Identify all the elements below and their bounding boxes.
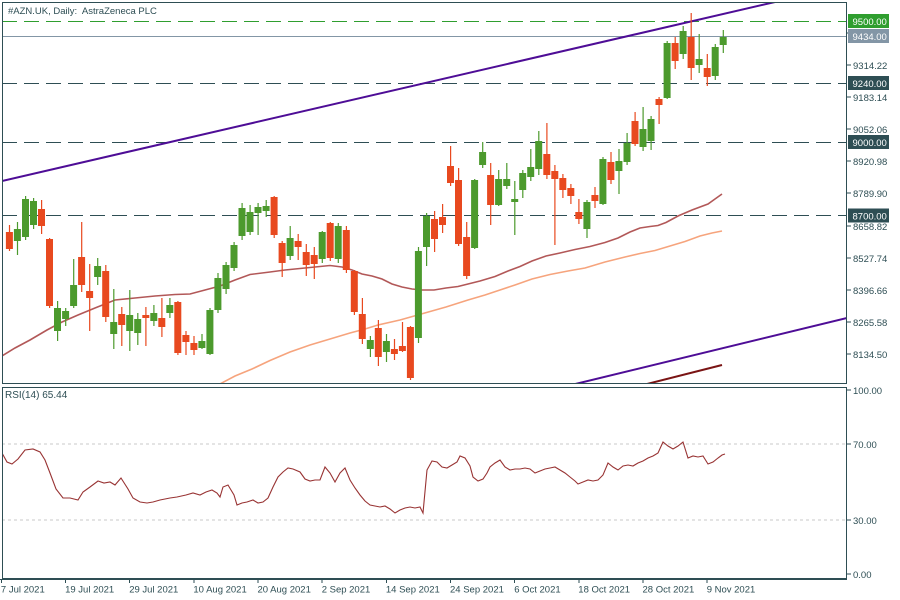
svg-text:9314.22: 9314.22	[853, 61, 887, 72]
svg-text:6 Oct 2021: 6 Oct 2021	[514, 585, 560, 596]
svg-text:9240.00: 9240.00	[853, 79, 887, 90]
svg-text:14 Sep 2021: 14 Sep 2021	[386, 585, 440, 596]
svg-text:7 Jul 2021: 7 Jul 2021	[1, 585, 45, 596]
svg-text:28 Oct 2021: 28 Oct 2021	[643, 585, 695, 596]
svg-text:8134.50: 8134.50	[853, 350, 887, 361]
svg-text:24 Sep 2021: 24 Sep 2021	[450, 585, 504, 596]
svg-text:8265.58: 8265.58	[853, 318, 887, 329]
svg-text:8396.66: 8396.66	[853, 286, 887, 297]
svg-text:19 Jul 2021: 19 Jul 2021	[65, 585, 114, 596]
svg-text:100.00: 100.00	[853, 386, 882, 397]
svg-text:#AZN.UK, Daily: AstraZeneca P: #AZN.UK, Daily: AstraZeneca PLC	[8, 6, 157, 17]
svg-text:RSI(14) 65.44: RSI(14) 65.44	[5, 390, 68, 401]
svg-text:29 Jul 2021: 29 Jul 2021	[129, 585, 178, 596]
svg-text:70.00: 70.00	[853, 440, 877, 451]
svg-text:18 Oct 2021: 18 Oct 2021	[578, 585, 630, 596]
svg-text:8658.82: 8658.82	[853, 222, 887, 233]
svg-text:10 Aug 2021: 10 Aug 2021	[193, 585, 246, 596]
svg-text:2 Sep 2021: 2 Sep 2021	[322, 585, 371, 596]
svg-text:9052.06: 9052.06	[853, 125, 887, 136]
svg-text:9500.00: 9500.00	[853, 17, 887, 28]
svg-text:9434.00: 9434.00	[853, 32, 887, 43]
svg-text:30.00: 30.00	[853, 516, 877, 527]
svg-text:8527.74: 8527.74	[853, 254, 887, 265]
svg-text:8789.90: 8789.90	[853, 189, 887, 200]
svg-text:9 Nov 2021: 9 Nov 2021	[707, 585, 756, 596]
svg-text:9183.14: 9183.14	[853, 93, 887, 104]
svg-text:8700.00: 8700.00	[853, 212, 887, 223]
svg-text:0.00: 0.00	[853, 570, 872, 581]
svg-text:9000.00: 9000.00	[853, 138, 887, 149]
svg-text:8920.98: 8920.98	[853, 157, 887, 168]
svg-text:20 Aug 2021: 20 Aug 2021	[258, 585, 311, 596]
